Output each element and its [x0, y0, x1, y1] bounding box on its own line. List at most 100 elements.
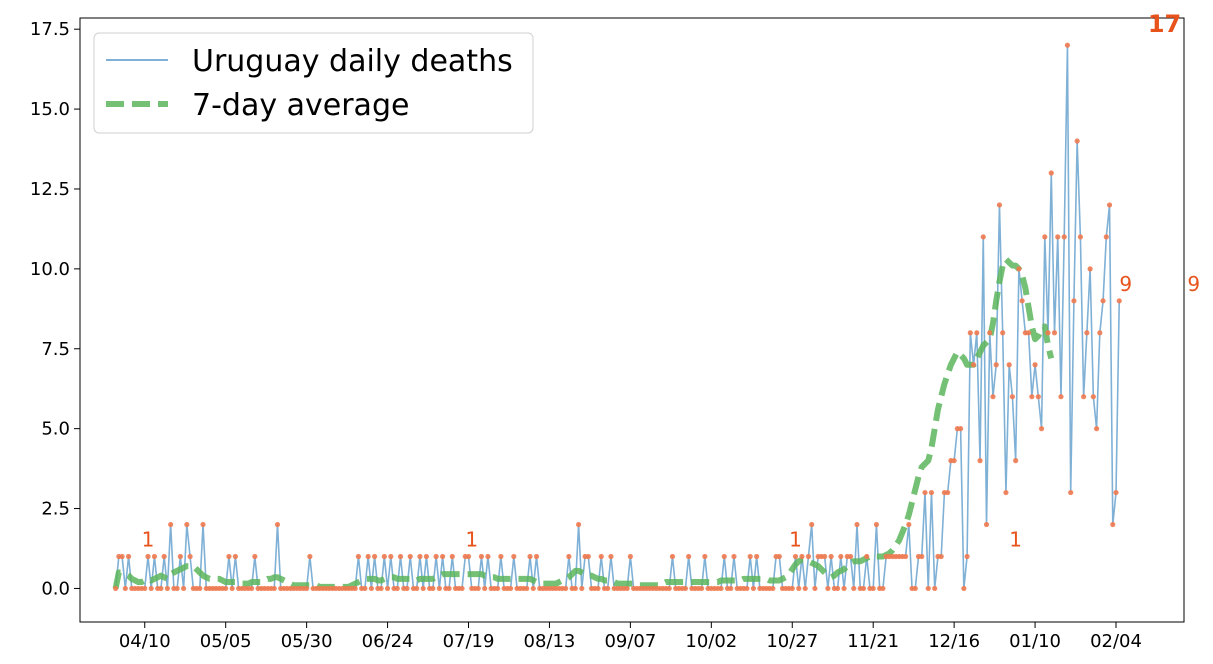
data-point — [825, 585, 831, 592]
data-point — [1106, 202, 1113, 208]
y-tick-label: 17.5 — [30, 19, 70, 40]
y-tick-label: 12.5 — [30, 179, 70, 200]
x-tick-label: 09/07 — [604, 631, 656, 652]
data-point — [928, 489, 935, 496]
data-point — [1048, 170, 1054, 176]
x-tick-label: 05/05 — [200, 631, 252, 652]
data-point — [1006, 362, 1012, 368]
data-point — [223, 585, 229, 592]
data-point — [145, 553, 151, 560]
data-point — [459, 585, 465, 592]
data-point — [1087, 266, 1093, 272]
x-tick-label: 07/19 — [443, 631, 495, 652]
y-tick-label: 5.0 — [41, 419, 70, 440]
data-point — [229, 585, 235, 592]
data-point — [187, 553, 193, 560]
data-point — [1000, 330, 1006, 336]
data-point — [362, 585, 368, 592]
data-point — [980, 234, 986, 240]
data-point — [951, 458, 957, 464]
data-point — [919, 553, 925, 560]
data-point — [449, 553, 455, 560]
data-point — [776, 553, 782, 560]
data-point — [731, 553, 737, 560]
data-point — [938, 553, 944, 560]
data-point — [841, 585, 847, 592]
data-point — [809, 521, 815, 528]
data-point — [854, 521, 860, 528]
x-tick-label: 04/10 — [119, 631, 171, 652]
data-point — [1051, 330, 1058, 336]
data-point — [113, 585, 119, 592]
data-point — [728, 585, 734, 592]
data-point — [478, 553, 485, 560]
data-point — [572, 585, 578, 592]
data-point — [1064, 42, 1071, 48]
data-point — [750, 585, 757, 592]
data-point — [990, 394, 996, 400]
data-point — [563, 585, 569, 592]
data-point — [747, 553, 753, 560]
data-point — [181, 585, 187, 592]
data-label: 1 — [465, 527, 478, 551]
data-point — [368, 585, 374, 592]
data-point — [1003, 489, 1009, 496]
x-tick-label: 01/10 — [1009, 631, 1061, 652]
x-tick-label: 11/21 — [847, 631, 899, 652]
data-point — [1103, 234, 1109, 240]
data-point — [860, 585, 867, 592]
data-point — [158, 585, 164, 592]
data-point — [197, 585, 203, 592]
legend: Uruguay daily deaths 7-day average — [93, 32, 534, 134]
x-tick-label: 08/13 — [524, 631, 576, 652]
x-tick-label: 12/16 — [928, 631, 980, 652]
data-point — [873, 521, 880, 528]
data-point — [1025, 330, 1032, 336]
data-point — [669, 553, 676, 560]
data-point — [987, 330, 993, 336]
data-point — [440, 553, 446, 560]
data-point — [1110, 521, 1116, 528]
data-point — [983, 521, 990, 528]
legend-label-7-day-average: 7-day average — [192, 88, 409, 123]
data-point — [436, 585, 442, 592]
data-point — [1045, 330, 1051, 336]
data-point — [838, 553, 844, 560]
data-point — [511, 553, 517, 560]
data-point — [1035, 394, 1041, 400]
y-tick-label: 0.0 — [41, 578, 70, 599]
data-point — [974, 330, 980, 336]
x-tick-label: 05/30 — [281, 631, 333, 652]
data-point — [495, 585, 501, 592]
data-point — [151, 553, 158, 560]
data-point — [1019, 298, 1025, 304]
data-point — [1081, 394, 1087, 400]
data-point — [122, 585, 128, 592]
data-point — [527, 553, 533, 560]
data-point — [384, 585, 391, 592]
data-point — [1013, 458, 1019, 464]
data-point — [828, 553, 834, 560]
data-point — [274, 521, 281, 528]
x-axis: 04/10 05/05 05/30 06/24 07/19 08/13 09/07 10/02… — [119, 622, 1142, 652]
data-point — [880, 585, 886, 592]
data-point — [378, 585, 384, 592]
data-point — [822, 553, 828, 560]
data-point — [579, 585, 585, 592]
legend-box — [93, 32, 534, 134]
data-point — [161, 553, 167, 560]
data-point — [702, 553, 708, 560]
data-point — [355, 553, 362, 560]
data-point — [1038, 426, 1045, 432]
data-point — [1077, 234, 1083, 240]
data-point — [423, 553, 430, 560]
legend-label-daily-deaths: Uruguay daily deaths — [192, 44, 513, 79]
data-point — [1042, 234, 1048, 240]
data-point — [394, 585, 400, 592]
data-point — [372, 553, 378, 560]
data-point — [446, 585, 452, 592]
data-point — [498, 553, 504, 560]
y-axis: 0.0 2.5 5.0 7.5 10.0 12.5 15.0 17.5 — [30, 19, 80, 599]
y-tick-label: 2.5 — [41, 499, 70, 520]
